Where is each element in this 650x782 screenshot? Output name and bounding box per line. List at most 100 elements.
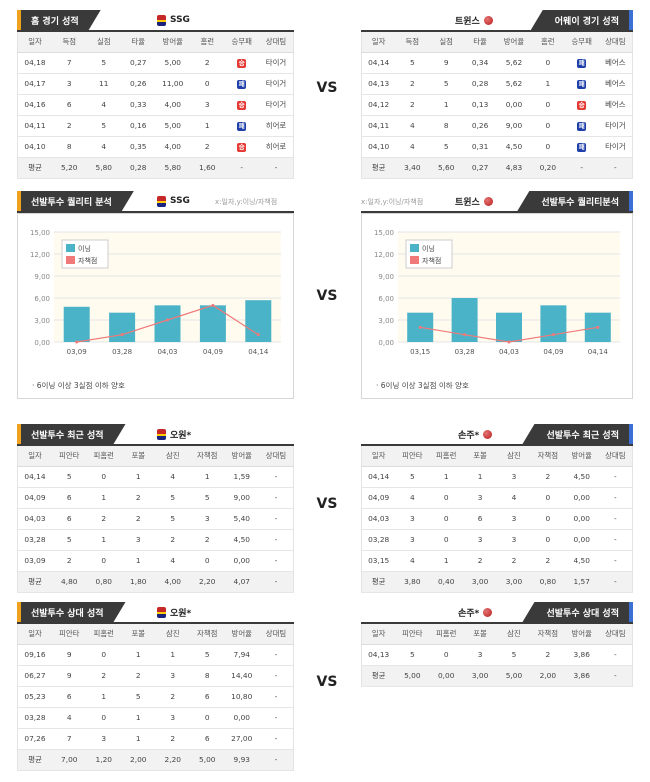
table-cell: 04,14 [361, 466, 396, 488]
table-cell: 5,60 [429, 157, 464, 179]
legend-label: 자책점 [422, 256, 441, 265]
column-header: 포볼 [463, 446, 497, 467]
y-tick-label: 0,00 [34, 339, 50, 347]
x-tick-label: 04,03 [499, 348, 519, 356]
table-cell: 2 [190, 52, 225, 74]
loss-badge-icon: 패 [237, 121, 247, 131]
table-row: 04,14 5 1 1 3 2 4,50- [361, 466, 633, 488]
vs-label: VS [316, 288, 338, 304]
table-cell: 1 [86, 529, 121, 551]
section-rule [17, 211, 294, 213]
table-cell: 0,13 [463, 94, 497, 116]
tab-title: 선발투수 퀄리티 분석 [21, 191, 134, 211]
column-header: 포볼 [121, 624, 156, 645]
table-cell: 4,07 [224, 571, 259, 593]
table-cell: 0,00 [564, 508, 599, 530]
x-tick-label: 03,28 [455, 348, 475, 356]
table-cell: 평균 [17, 157, 52, 179]
table-row: 04,09 6 1 2 5 5 9,00- [17, 487, 294, 509]
bar [496, 312, 522, 342]
chart-note: · 6이닝 이상 3실점 이하 양호 [376, 381, 469, 390]
line-point [256, 333, 260, 337]
table-row: 04,10 8 4 0,35 4,00 2 승 히어로 [17, 136, 294, 158]
table-cell: 3 [497, 529, 531, 551]
table-cell: 11,00 [155, 73, 190, 95]
table-cell: 평균 [361, 157, 396, 179]
table-cell: 03,28 [17, 707, 52, 729]
table-cell: 1,80 [121, 571, 156, 593]
column-header: 삼진 [155, 446, 190, 467]
average-row: 평균 5,20 5,80 0,28 5,80 1,60- - [17, 157, 294, 179]
column-header: 승무패 [564, 32, 599, 53]
loss-badge-icon: 패 [577, 58, 587, 68]
result-cell: 승 [224, 52, 259, 74]
table-header-row: 일자 피안타 피홈런 포볼 삼진 자책점 방어율 상대팀 [361, 446, 633, 467]
column-header: 자책점 [190, 624, 225, 645]
pitcher-recent-table-right: 일자 피안타 피홈런 포볼 삼진 자책점 방어율 상대팀 04,14 5 1 1 3 2 4,50-04,0… [361, 446, 633, 593]
table-cell: 4,50 [564, 466, 599, 488]
table-cell: 4,80 [52, 571, 87, 593]
tab-accent [629, 10, 633, 30]
table-cell: 4 [395, 136, 430, 158]
table-cell: 4,83 [497, 157, 531, 179]
table-row: 04,03 6 2 2 5 3 5,40- [17, 508, 294, 530]
twins-logo-icon [483, 607, 493, 617]
column-header: 삼진 [497, 446, 531, 467]
line-point [120, 333, 124, 337]
table-cell: 2 [395, 73, 430, 95]
table-cell: 03,28 [361, 529, 396, 551]
table-cell: 2 [86, 508, 121, 530]
line-point [596, 325, 600, 329]
table-cell: 0 [530, 529, 565, 551]
column-header: 일자 [361, 624, 396, 645]
table-cell: 평균 [17, 749, 52, 771]
table-row: 04,14 5 0 1 4 1 1,59- [17, 466, 294, 488]
table-cell: 0 [530, 487, 565, 509]
table-cell: 2 [52, 550, 87, 572]
table-cell: - [598, 508, 633, 530]
column-header: 득점 [52, 32, 87, 53]
table-cell: 10,80 [224, 686, 259, 708]
table-cell: - [259, 571, 294, 593]
legend-label: 이닝 [422, 244, 435, 253]
table-cell: 타이거 [598, 136, 633, 158]
table-cell: 4 [86, 136, 121, 158]
table-cell: 5,00 [497, 665, 531, 687]
table-cell: - [259, 487, 294, 509]
column-header: 실점 [429, 32, 464, 53]
result-cell: 패 [564, 73, 599, 95]
section-rule [17, 30, 294, 32]
table-cell: 2 [121, 508, 156, 530]
table-cell: 04,10 [17, 136, 52, 158]
win-badge-icon: 승 [237, 142, 247, 152]
pitcher-name: 손주* [458, 430, 480, 441]
table-cell: 4,00 [155, 571, 190, 593]
table-row: 04,13 2 5 0,28 5,62 1 패 베어스 [361, 73, 633, 95]
tab-accent [629, 602, 633, 622]
column-header: 삼진 [155, 624, 190, 645]
result-cell: 승 [224, 136, 259, 158]
result-cell: 패 [224, 115, 259, 137]
home-record-tab: 홈 경기 성적 [17, 10, 101, 30]
table-cell: - [259, 508, 294, 530]
table-row: 03,28 4 0 1 3 0 0,00- [17, 707, 294, 729]
table-cell: 2 [395, 94, 430, 116]
table-cell: 3 [395, 529, 430, 551]
table-cell: 0 [530, 136, 565, 158]
quality-chart-right: 15,00 12,00 9,00 6,00 3,00 0,00 03,15 03,28 04,0… [361, 213, 633, 399]
x-tick-label: 04,09 [203, 348, 223, 356]
table-cell: 3 [155, 665, 190, 687]
table-cell: 베어스 [598, 73, 633, 95]
table-cell: 0 [530, 52, 565, 74]
table-cell: 2 [190, 529, 225, 551]
column-header: 상대팀 [259, 446, 294, 467]
table-cell: 4 [155, 466, 190, 488]
table-row: 04,09 4 0 3 4 0 0,00- [361, 487, 633, 509]
section-rule [361, 30, 633, 32]
table-cell: 타이거 [598, 115, 633, 137]
table-cell: 2 [121, 665, 156, 687]
column-header: 방어율 [155, 32, 190, 53]
y-tick-label: 9,00 [378, 273, 394, 281]
table-cell: 04,13 [361, 73, 396, 95]
table-cell: 3,00 [497, 571, 531, 593]
